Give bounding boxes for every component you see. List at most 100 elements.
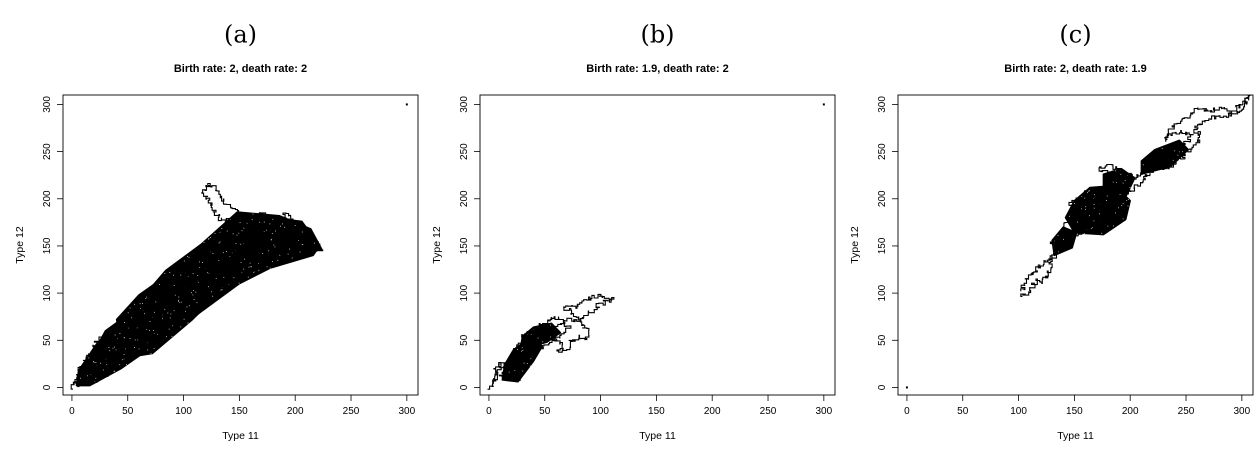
plot-frame [479, 94, 836, 396]
speckle [1172, 159, 1174, 161]
y-tick-label: 300 [459, 96, 470, 113]
speckle [1115, 212, 1116, 214]
speckle [1107, 225, 1109, 227]
speckle [514, 370, 516, 371]
speckle [266, 266, 268, 268]
x-axis-label: Type 11 [639, 430, 676, 442]
speckle [159, 284, 160, 285]
speckle [168, 328, 170, 330]
speckle [192, 273, 194, 275]
speckle [521, 350, 522, 352]
speckle [157, 333, 158, 335]
speckle [203, 242, 205, 243]
speckle [1057, 235, 1059, 236]
speckle [123, 337, 125, 339]
speckle [191, 292, 192, 294]
y-tick-label: 200 [42, 190, 53, 207]
speckle [100, 362, 101, 364]
speckle [137, 339, 139, 341]
speckle [178, 300, 179, 302]
data-layer [487, 103, 825, 390]
speckle [1127, 205, 1129, 207]
speckle [127, 312, 129, 314]
speckle [179, 302, 181, 304]
speckle [146, 296, 148, 298]
x-tick-label: 0 [69, 406, 75, 417]
speckle [272, 218, 274, 220]
speckle [1122, 203, 1124, 205]
speckle [223, 276, 225, 278]
plot-frame [62, 94, 419, 396]
speckle [1116, 182, 1117, 183]
speckle [550, 324, 551, 326]
speckle [250, 266, 252, 268]
speckle [249, 262, 251, 264]
speckle [196, 302, 198, 304]
speckle [1118, 207, 1119, 209]
speckle [284, 226, 286, 228]
speckle [211, 291, 212, 293]
speckle [1093, 220, 1095, 222]
plot-frame [897, 94, 1254, 396]
speckle [173, 310, 175, 312]
speckle [144, 313, 145, 315]
x-tick-label: 100 [1010, 406, 1027, 417]
speckle [169, 317, 171, 319]
speckle [243, 227, 245, 229]
speckle [1090, 228, 1092, 229]
speckle [270, 238, 272, 240]
speckle [301, 243, 303, 245]
speckle [131, 317, 132, 319]
speckle [238, 232, 240, 234]
speckle [93, 361, 95, 363]
speckle [1106, 200, 1107, 201]
speckle [1083, 233, 1085, 234]
speckle [1089, 190, 1090, 192]
speckle [1069, 215, 1070, 217]
speckle [112, 347, 114, 349]
speckle [154, 333, 156, 335]
speckle [129, 307, 131, 309]
y-tick-label: 0 [42, 384, 53, 390]
speckle [208, 286, 209, 288]
speckle [268, 250, 270, 252]
speckle [1054, 240, 1056, 242]
panel-label: (b) [640, 21, 674, 49]
walk-trajectory [70, 182, 324, 390]
speckle [154, 311, 155, 313]
y-tick-label: 100 [42, 284, 53, 301]
speckle [508, 371, 510, 373]
y-tick-label: 50 [877, 334, 888, 346]
speckle [263, 221, 265, 223]
speckle [271, 233, 273, 234]
speckle [153, 347, 155, 349]
speckle [1115, 170, 1116, 172]
x-axis: 0 50 100 150 200 250 300 Type 11 [486, 395, 833, 442]
speckle [195, 291, 197, 293]
chart-title: Birth rate: 2, death rate: 1.9 [1004, 63, 1146, 75]
speckle [1120, 173, 1122, 175]
speckle [129, 338, 131, 339]
speckle [149, 330, 150, 331]
single-point [905, 386, 908, 389]
speckle [1178, 151, 1180, 153]
speckle [95, 377, 97, 379]
x-tick-label: 150 [648, 406, 665, 417]
speckle [232, 233, 234, 235]
speckle [1099, 213, 1100, 215]
speckle [522, 350, 524, 351]
speckle [181, 301, 182, 303]
speckle [219, 231, 221, 233]
speckle [550, 336, 551, 338]
speckle [147, 349, 149, 351]
speckle [166, 336, 167, 338]
speckle [180, 326, 182, 328]
speckle [146, 329, 148, 330]
x-axis-label: Type 11 [222, 430, 259, 442]
dense-region [519, 322, 562, 351]
speckle [134, 303, 135, 305]
x-tick-label: 200 [704, 406, 721, 417]
speckle [1081, 208, 1082, 210]
x-tick-label: 300 [398, 406, 415, 417]
speckle [193, 299, 195, 300]
